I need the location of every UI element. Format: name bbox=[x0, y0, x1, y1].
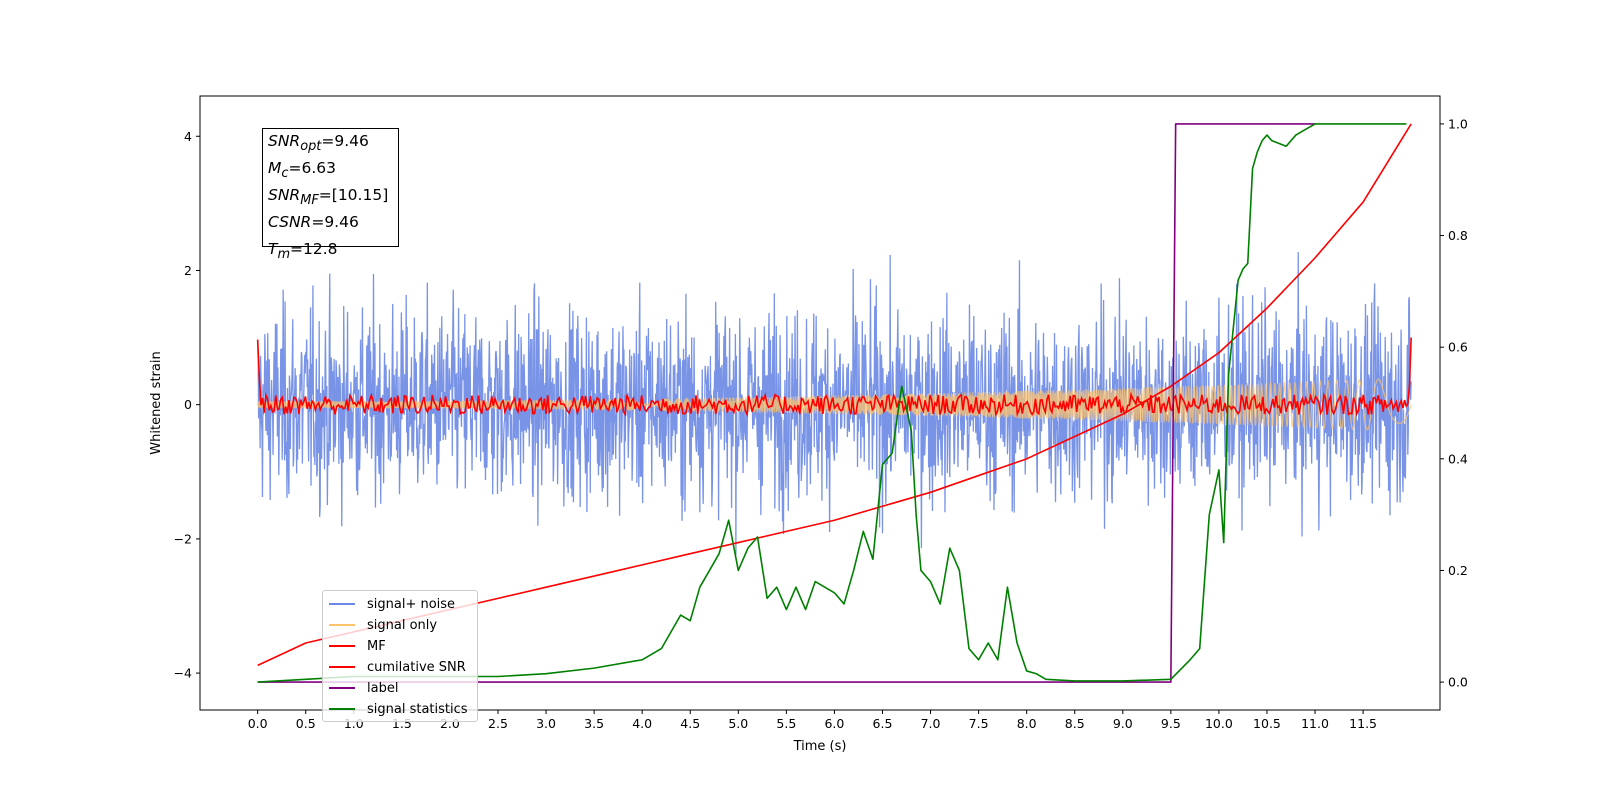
x-tick-label: 4.0 bbox=[632, 716, 652, 731]
plot-frame bbox=[199, 95, 1441, 711]
x-tick-label: 0.0 bbox=[248, 716, 268, 731]
legend-item-signal-noise: signal+ noise bbox=[329, 595, 455, 613]
legend-item-signal-only: signal only bbox=[329, 616, 437, 634]
y-tick-label-right: 0.8 bbox=[1448, 228, 1468, 243]
x-tick-label: 5.0 bbox=[728, 716, 748, 731]
x-tick-label: 7.0 bbox=[921, 716, 941, 731]
annotation-line: SNRMF=[10.15] bbox=[268, 185, 389, 208]
series-signal-statistics bbox=[257, 123, 1407, 683]
y-tick-label-right: 0.6 bbox=[1448, 340, 1468, 355]
series-mf bbox=[256, 337, 1412, 418]
y-tick-label-left: 2 bbox=[184, 263, 192, 278]
series-label bbox=[257, 123, 1316, 683]
x-tick-label: 6.5 bbox=[873, 716, 893, 731]
legend-swatch bbox=[329, 666, 355, 668]
x-tick-label: 4.5 bbox=[680, 716, 700, 731]
x-tick-label: 5.5 bbox=[776, 716, 796, 731]
legend-label: cumilative SNR bbox=[367, 659, 466, 675]
legend-item-signal-statistics: signal statistics bbox=[329, 700, 468, 718]
legend: signal+ noise signal only MF cumilative … bbox=[322, 590, 478, 722]
x-tick-label: 8.0 bbox=[1017, 716, 1037, 731]
legend-item-label: label bbox=[329, 679, 398, 697]
stats-annotation-box: SNRopt=9.46 Mc=6.63 SNRMF=[10.15] CSNR=9… bbox=[262, 128, 399, 262]
legend-item-cumilative-snr: cumilative SNR bbox=[329, 658, 466, 676]
x-tick-label: 9.0 bbox=[1113, 716, 1133, 731]
x-tick-label: 11.0 bbox=[1301, 716, 1329, 731]
legend-swatch bbox=[329, 687, 355, 689]
legend-label: signal statistics bbox=[367, 701, 468, 717]
y-tick-label-right: 0.2 bbox=[1448, 563, 1468, 578]
x-tick-label: 0.5 bbox=[296, 716, 316, 731]
x-tick-label: 8.5 bbox=[1065, 716, 1085, 731]
x-tick-label: 3.5 bbox=[584, 716, 604, 731]
x-tick-label: 3.0 bbox=[536, 716, 556, 731]
series-signal-noise bbox=[257, 252, 1412, 556]
y-axis-label: Whitened strain bbox=[149, 351, 164, 454]
y-tick-label-right: 0.0 bbox=[1448, 675, 1468, 690]
annotation-line: CSNR=9.46 bbox=[268, 212, 359, 231]
y-tick-label-right: 1.0 bbox=[1448, 116, 1468, 131]
legend-swatch bbox=[329, 603, 355, 605]
annotation-line: Tm=12.8 bbox=[268, 239, 338, 262]
x-tick-label: 6.0 bbox=[824, 716, 844, 731]
annotation-line: Mc=6.63 bbox=[268, 158, 336, 181]
x-tick-label: 11.5 bbox=[1349, 716, 1377, 731]
legend-item-mf: MF bbox=[329, 637, 386, 655]
legend-swatch bbox=[329, 645, 355, 647]
y-tick-label-left: 4 bbox=[184, 129, 192, 144]
x-axis-label: Time (s) bbox=[793, 739, 847, 754]
legend-label: MF bbox=[367, 638, 386, 654]
legend-label: signal+ noise bbox=[367, 596, 456, 612]
y-tick-label-left: −2 bbox=[174, 531, 192, 546]
y-tick-label-right: 0.4 bbox=[1448, 451, 1468, 466]
annotation-line: SNRopt=9.46 bbox=[268, 132, 369, 155]
x-tick-label: 10.0 bbox=[1205, 716, 1233, 731]
y-tick-label-left: 0 bbox=[184, 397, 192, 412]
legend-label: label bbox=[367, 680, 399, 696]
x-tick-label: 10.5 bbox=[1253, 716, 1281, 731]
x-tick-label: 9.5 bbox=[1161, 716, 1181, 731]
x-tick-label: 7.5 bbox=[969, 716, 989, 731]
legend-swatch bbox=[329, 708, 355, 710]
x-tick-label: 2.5 bbox=[488, 716, 508, 731]
y-tick-label-left: −4 bbox=[174, 666, 192, 681]
legend-swatch bbox=[329, 624, 355, 626]
legend-label: signal only bbox=[367, 617, 438, 633]
